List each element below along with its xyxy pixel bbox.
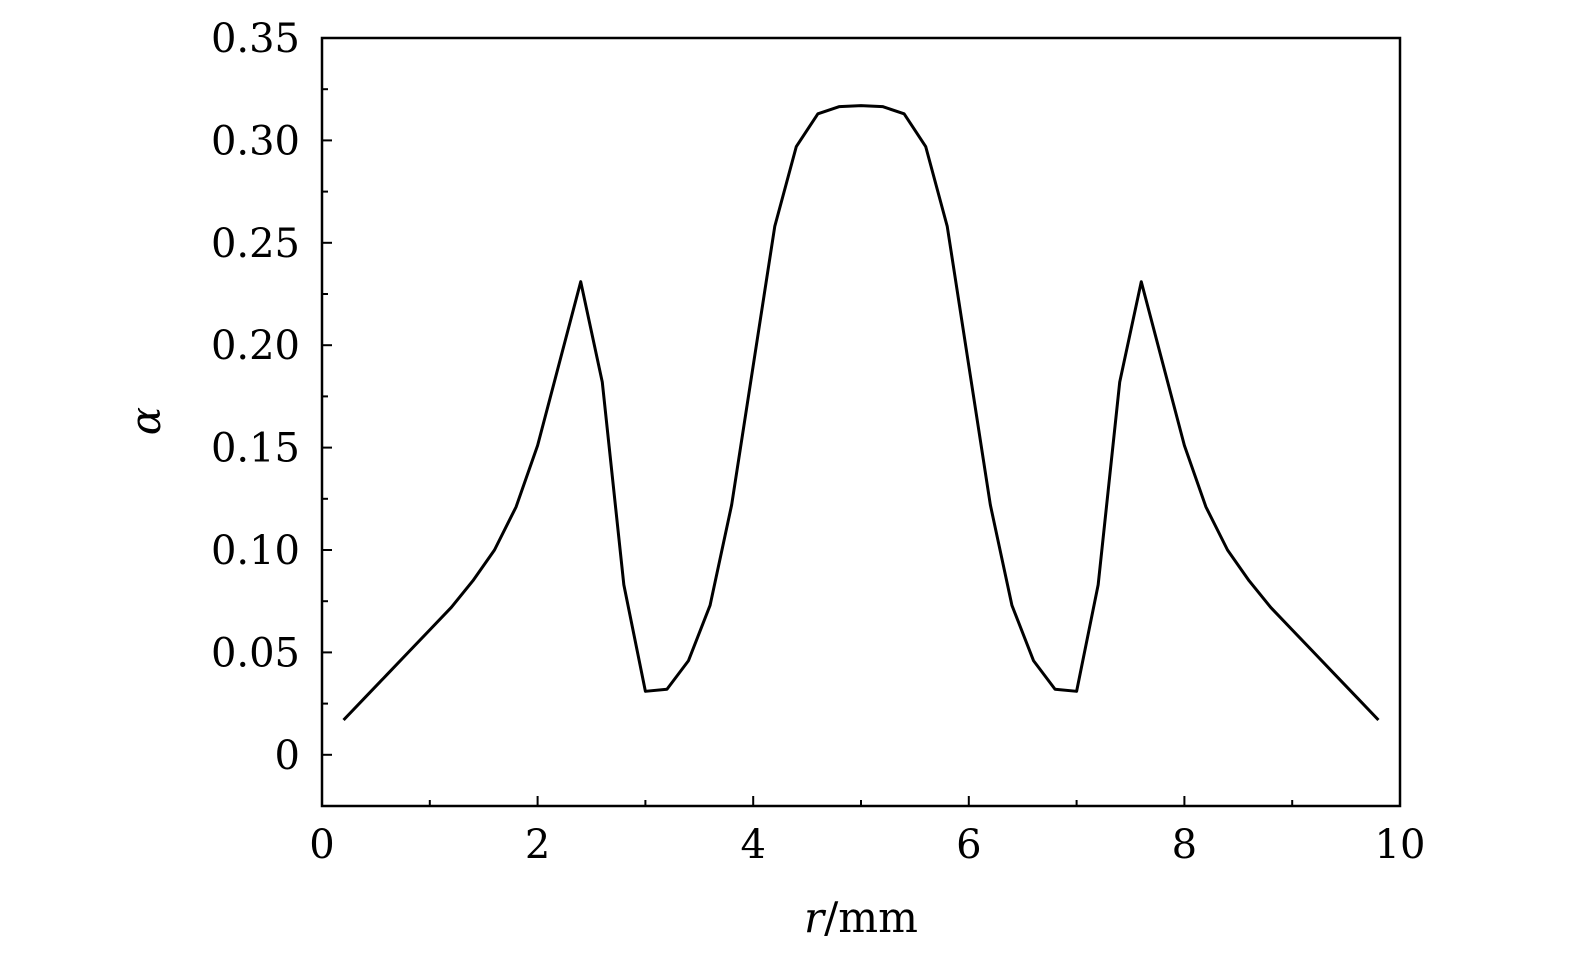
x-tick-label: 0 [309, 822, 334, 868]
x-tick-label: 4 [740, 822, 765, 868]
y-tick-label: 0.15 [211, 426, 300, 472]
y-tick-label: 0.30 [211, 118, 300, 164]
y-tick-label: 0.10 [211, 528, 300, 574]
x-tick-label: 10 [1375, 822, 1426, 868]
y-tick-label: 0.05 [211, 630, 300, 676]
x-tick-label: 2 [525, 822, 550, 868]
plot-frame [320, 36, 1402, 808]
x-axis-label-variable: r [804, 893, 827, 942]
y-tick-labels: 0 0.05 0.10 0.15 0.20 0.25 0.30 0.35 [211, 16, 300, 779]
x-tick-labels: 0 2 4 6 8 10 [309, 822, 1425, 868]
tick-marks [321, 37, 1401, 806]
y-tick-label: 0.35 [211, 16, 300, 62]
series-line [342, 104, 1380, 722]
x-tick-label: 8 [1172, 822, 1197, 868]
y-tick-label: 0 [275, 733, 300, 779]
x-axis-label: r/mm [804, 893, 918, 942]
x-axis-label-unit: /mm [824, 893, 918, 942]
y-tick-label: 0.20 [211, 323, 300, 369]
y-tick-label: 0.25 [211, 221, 300, 267]
x-tick-label: 6 [956, 822, 981, 868]
y-axis-label: α [121, 407, 170, 435]
